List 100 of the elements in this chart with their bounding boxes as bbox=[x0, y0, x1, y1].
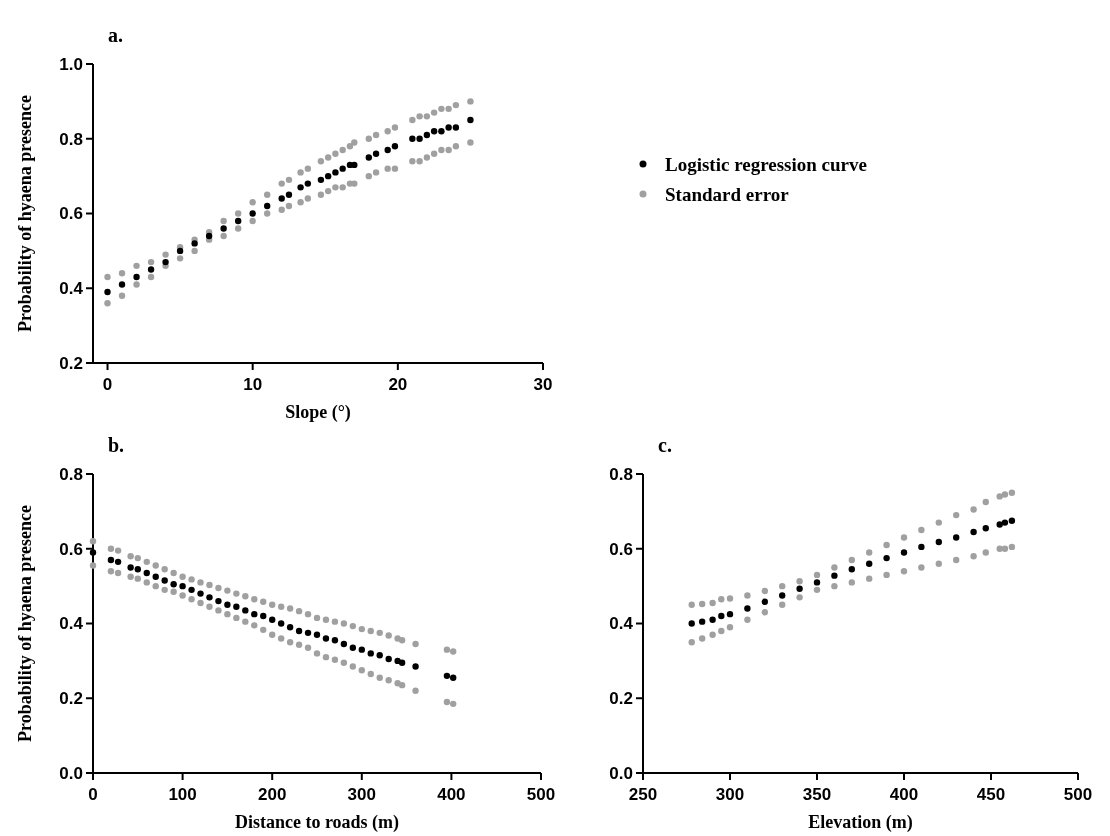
y-tick-label: 0.6 bbox=[59, 204, 83, 224]
x-tick-label: 200 bbox=[258, 785, 287, 804]
point bbox=[242, 593, 249, 600]
y-tick-label: 0.0 bbox=[59, 763, 83, 783]
point bbox=[761, 609, 768, 616]
point bbox=[438, 128, 445, 135]
x-axis-title: Elevation (m) bbox=[808, 812, 913, 833]
point bbox=[127, 573, 134, 580]
point bbox=[295, 627, 303, 635]
point bbox=[709, 599, 716, 607]
point bbox=[351, 161, 358, 169]
point bbox=[900, 549, 908, 556]
point bbox=[346, 143, 354, 150]
point bbox=[233, 590, 240, 597]
point bbox=[935, 538, 942, 546]
point bbox=[761, 587, 768, 595]
point bbox=[224, 610, 231, 618]
point bbox=[263, 210, 271, 217]
point bbox=[866, 575, 873, 582]
point bbox=[249, 199, 256, 206]
point bbox=[412, 663, 419, 670]
point bbox=[161, 577, 168, 584]
point bbox=[152, 573, 159, 580]
point bbox=[761, 598, 768, 606]
point bbox=[133, 262, 140, 270]
point bbox=[416, 113, 423, 120]
point bbox=[1001, 491, 1009, 498]
point bbox=[409, 116, 416, 124]
point bbox=[340, 640, 348, 648]
point bbox=[883, 541, 890, 549]
point bbox=[349, 622, 357, 630]
point bbox=[162, 258, 169, 266]
point bbox=[297, 184, 304, 191]
point bbox=[900, 567, 908, 575]
point bbox=[331, 656, 339, 663]
point bbox=[188, 586, 195, 594]
point bbox=[114, 547, 122, 554]
point bbox=[297, 199, 304, 206]
point bbox=[107, 556, 115, 564]
point bbox=[260, 612, 267, 620]
point bbox=[744, 605, 751, 612]
point bbox=[251, 596, 258, 603]
point bbox=[423, 113, 431, 120]
x-tick-label: 500 bbox=[1063, 785, 1093, 804]
point bbox=[114, 569, 122, 577]
point bbox=[191, 240, 198, 247]
point bbox=[718, 627, 725, 635]
point bbox=[953, 556, 960, 564]
point bbox=[385, 655, 392, 663]
point bbox=[297, 169, 304, 176]
point bbox=[365, 135, 373, 142]
point bbox=[376, 652, 383, 659]
point bbox=[313, 650, 321, 657]
point bbox=[982, 524, 989, 532]
point bbox=[883, 571, 890, 579]
point bbox=[367, 650, 374, 657]
point bbox=[416, 135, 423, 142]
point bbox=[224, 587, 231, 594]
point bbox=[358, 625, 365, 633]
y-axis-title: Probability of hyaena presence bbox=[15, 505, 35, 742]
point bbox=[339, 184, 346, 191]
point bbox=[322, 616, 330, 623]
point bbox=[188, 596, 195, 603]
point bbox=[304, 610, 312, 618]
point bbox=[340, 620, 348, 627]
point bbox=[349, 644, 357, 651]
point bbox=[278, 180, 285, 187]
point bbox=[249, 217, 256, 225]
point bbox=[452, 143, 460, 150]
point bbox=[170, 569, 177, 577]
y-tick-label: 0.2 bbox=[609, 689, 633, 709]
chart-title: a. bbox=[108, 24, 123, 46]
x-tick-label: 300 bbox=[715, 785, 745, 804]
x-tick-label: 350 bbox=[802, 785, 832, 804]
x-tick-label: 100 bbox=[168, 785, 197, 804]
point bbox=[285, 191, 293, 199]
point bbox=[317, 176, 325, 184]
point bbox=[726, 610, 734, 618]
point bbox=[286, 605, 294, 612]
point bbox=[449, 648, 457, 655]
point bbox=[449, 674, 457, 681]
point bbox=[324, 172, 332, 180]
point bbox=[134, 566, 141, 573]
point bbox=[332, 150, 339, 157]
point bbox=[118, 281, 126, 288]
point bbox=[286, 638, 294, 646]
point bbox=[206, 603, 213, 610]
point bbox=[358, 646, 365, 653]
x-tick-label: 250 bbox=[628, 785, 658, 804]
point bbox=[438, 105, 445, 113]
point bbox=[365, 172, 373, 180]
point bbox=[900, 534, 908, 541]
point bbox=[831, 582, 838, 590]
point bbox=[970, 528, 977, 536]
y-tick-label: 0.6 bbox=[609, 539, 633, 559]
y-tick-label: 0.8 bbox=[59, 129, 83, 149]
point bbox=[796, 594, 803, 601]
point bbox=[918, 564, 925, 571]
point bbox=[709, 631, 716, 638]
point bbox=[372, 131, 380, 139]
